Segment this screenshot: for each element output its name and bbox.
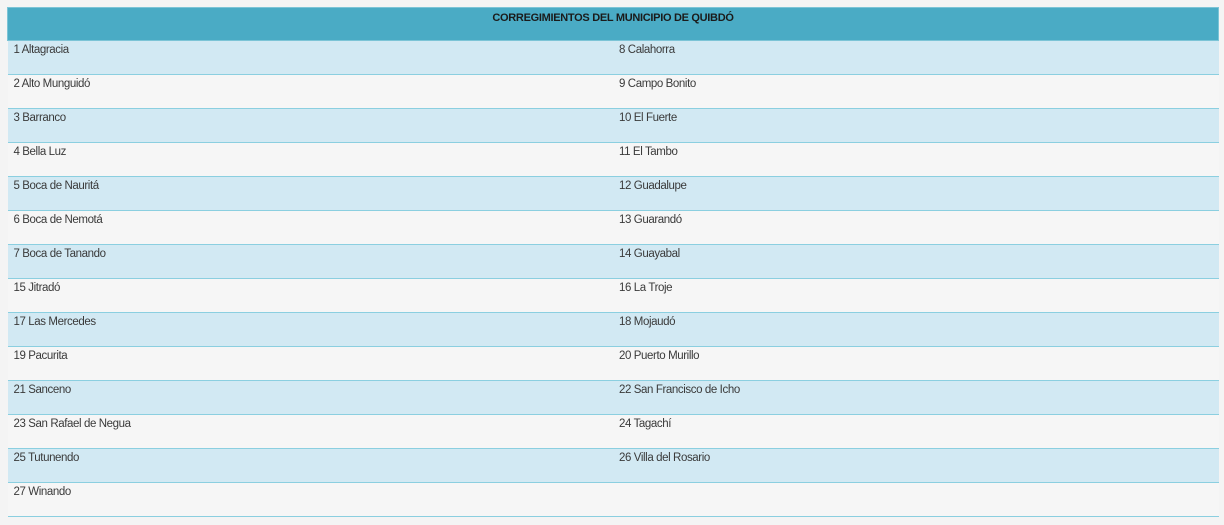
- table-cell: 9 Campo Bonito: [613, 74, 1219, 109]
- table-cell: 1 Altagracia: [7, 40, 613, 75]
- table-cell: 3 Barranco: [7, 108, 613, 143]
- table-row: 3 Barranco 10 El Fuerte: [7, 108, 1219, 143]
- table-cell: 15 Jitradó: [7, 278, 613, 313]
- table-cell: 14 Guayabal: [613, 244, 1219, 279]
- table-cell: 19 Pacurita: [7, 346, 613, 381]
- table-cell: 8 Calahorra: [613, 40, 1219, 75]
- table-row: 21 Sanceno 22 San Francisco de Icho: [7, 380, 1219, 415]
- table-cell: 24 Tagachí: [613, 414, 1219, 449]
- table-cell: 17 Las Mercedes: [7, 312, 613, 347]
- table-cell: 22 San Francisco de Icho: [613, 380, 1219, 415]
- table-row: 23 San Rafael de Negua 24 Tagachí: [7, 414, 1219, 449]
- table-cell: 26 Villa del Rosario: [613, 448, 1219, 483]
- corregimientos-table: CORREGIMIENTOS DEL MUNICIPIO DE QUIBDÓ 1…: [7, 7, 1219, 517]
- table-cell: 23 San Rafael de Negua: [7, 414, 613, 449]
- table-cell: 7 Boca de Tanando: [7, 244, 613, 279]
- table-row: 6 Boca de Nemotá 13 Guarandó: [7, 210, 1219, 245]
- table-cell: 18 Mojaudó: [613, 312, 1219, 347]
- table-row: 5 Boca de Nauritá 12 Guadalupe: [7, 176, 1219, 211]
- table-cell: 27 Winando: [7, 482, 613, 517]
- table-row: 7 Boca de Tanando 14 Guayabal: [7, 244, 1219, 279]
- table-title: CORREGIMIENTOS DEL MUNICIPIO DE QUIBDÓ: [7, 7, 1219, 41]
- table-cell: 20 Puerto Murillo: [613, 346, 1219, 381]
- table-cell: 16 La Troje: [613, 278, 1219, 313]
- table-cell: 10 El Fuerte: [613, 108, 1219, 143]
- table-row: 4 Bella Luz 11 El Tambo: [7, 142, 1219, 177]
- table-cell: 4 Bella Luz: [7, 142, 613, 177]
- table-header-row: CORREGIMIENTOS DEL MUNICIPIO DE QUIBDÓ: [7, 7, 1219, 41]
- table-cell: 12 Guadalupe: [613, 176, 1219, 211]
- table-row: 15 Jitradó 16 La Troje: [7, 278, 1219, 313]
- table-row: 27 Winando: [7, 482, 1219, 517]
- table-cell: 13 Guarandó: [613, 210, 1219, 245]
- table-cell: 6 Boca de Nemotá: [7, 210, 613, 245]
- table-row: 1 Altagracia 8 Calahorra: [7, 40, 1219, 75]
- table-cell: 11 El Tambo: [613, 142, 1219, 177]
- table-row: 2 Alto Munguidó 9 Campo Bonito: [7, 74, 1219, 109]
- table-row: 25 Tutunendo 26 Villa del Rosario: [7, 448, 1219, 483]
- table-row: 19 Pacurita 20 Puerto Murillo: [7, 346, 1219, 381]
- corregimientos-table-container: CORREGIMIENTOS DEL MUNICIPIO DE QUIBDÓ 1…: [7, 7, 1219, 517]
- table-cell: [613, 482, 1219, 517]
- table-cell: 21 Sanceno: [7, 380, 613, 415]
- table-cell: 2 Alto Munguidó: [7, 74, 613, 109]
- table-cell: 5 Boca de Nauritá: [7, 176, 613, 211]
- table-cell: 25 Tutunendo: [7, 448, 613, 483]
- table-body: 1 Altagracia 8 Calahorra 2 Alto Munguidó…: [7, 40, 1219, 517]
- table-row: 17 Las Mercedes 18 Mojaudó: [7, 312, 1219, 347]
